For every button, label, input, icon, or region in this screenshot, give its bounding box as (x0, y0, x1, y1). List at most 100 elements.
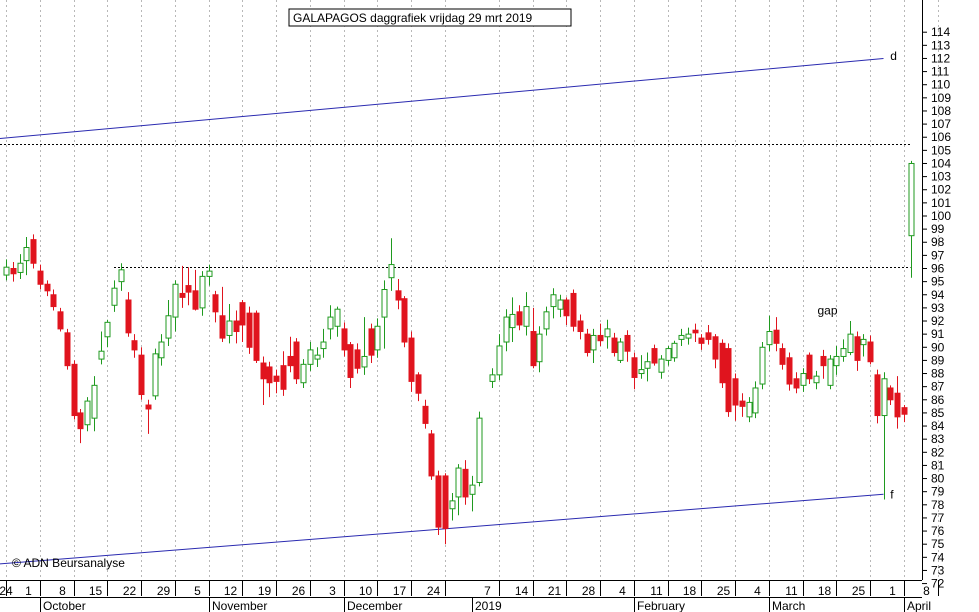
candle-body (395, 290, 402, 301)
candle-body (57, 311, 64, 330)
candle-body (381, 289, 388, 318)
x-tick-label: 8 (59, 584, 66, 598)
candle (185, 267, 192, 306)
candle (570, 289, 577, 332)
y-tick-label: 114 (931, 25, 950, 39)
candle-body (773, 329, 780, 344)
candle (800, 368, 807, 392)
candle (361, 317, 368, 375)
candle-body (874, 374, 881, 417)
candle-body (685, 333, 692, 339)
candle (584, 328, 591, 357)
candle-body (530, 331, 537, 367)
candle (557, 294, 564, 318)
candle-body (111, 287, 118, 306)
candle-body (131, 340, 138, 351)
candle-body (206, 270, 213, 277)
plot-frame (0, 0, 923, 598)
x-tick-label: 5 (194, 584, 201, 598)
candle (746, 397, 753, 423)
x-tick-label: 24 (0, 584, 13, 598)
y-tick-label: 110 (931, 78, 950, 92)
candle (786, 352, 793, 391)
candle (388, 238, 395, 291)
candle (752, 381, 759, 419)
candle (624, 330, 631, 362)
candle-body (881, 378, 888, 417)
candle-body (307, 349, 314, 365)
y-tick-label: 73 (931, 563, 945, 577)
candle (111, 280, 118, 312)
candle-body (725, 348, 732, 413)
candle (476, 411, 483, 487)
y-tick-label: 84 (931, 419, 945, 433)
candle-body (165, 315, 172, 339)
candle (212, 290, 219, 323)
candle (152, 348, 159, 400)
y-tick-label: 87 (931, 380, 945, 394)
candle-body (712, 336, 719, 360)
candle (449, 492, 456, 521)
candle-body (638, 369, 645, 375)
y-tick-label: 113 (931, 38, 950, 52)
candle (860, 334, 867, 357)
candle-body (77, 412, 84, 430)
candle (611, 332, 618, 357)
candle-body (644, 361, 651, 369)
candle-body (779, 348, 786, 365)
month-label: November (212, 599, 267, 612)
trend-line-f (0, 493, 884, 565)
candle (840, 339, 847, 362)
candle-body (678, 334, 685, 340)
candle (320, 328, 327, 358)
candle-body (746, 401, 753, 418)
candle (239, 300, 246, 343)
x-tick-label: 25 (852, 584, 866, 598)
candle (638, 355, 645, 379)
candle-body (172, 283, 179, 318)
candle (685, 327, 692, 345)
candle-body (509, 313, 516, 329)
candle (395, 279, 402, 310)
y-tick-label: 95 (931, 275, 945, 289)
candle-body (98, 350, 105, 360)
candle (779, 343, 786, 370)
candle (219, 286, 226, 343)
candle (732, 373, 739, 421)
candle (23, 236, 30, 276)
candle (233, 310, 240, 344)
candle-body (476, 417, 483, 483)
month-label: April (907, 599, 931, 612)
candle-body (786, 357, 793, 385)
candle-body (894, 392, 901, 418)
candle (901, 405, 908, 423)
y-tick-label: 89 (931, 353, 945, 367)
candle (469, 475, 476, 512)
candle (651, 344, 658, 366)
candle-body (354, 349, 361, 369)
candle-body (219, 315, 226, 339)
y-tick-label: 80 (931, 472, 945, 486)
candle (131, 334, 138, 358)
y-tick-label: 72 (931, 577, 945, 591)
candle (226, 303, 233, 344)
candle (3, 259, 10, 281)
y-tick-label: 86 (931, 393, 945, 407)
month-label: October (43, 599, 86, 612)
candle-body (320, 341, 327, 350)
candle (368, 323, 375, 364)
x-tick-label: 14 (515, 584, 529, 598)
candle-body (104, 321, 111, 338)
x-tick-label: 11 (650, 584, 663, 598)
y-tick-label: 112 (931, 51, 950, 65)
candle (253, 310, 260, 364)
candle (408, 331, 415, 392)
candle-body (347, 344, 354, 378)
candle-body (138, 354, 145, 396)
candle (273, 369, 280, 394)
candle (793, 372, 800, 394)
candle-body (212, 294, 219, 313)
candle-body (449, 500, 456, 510)
candle (854, 331, 861, 371)
y-tick-label: 79 (931, 485, 945, 499)
